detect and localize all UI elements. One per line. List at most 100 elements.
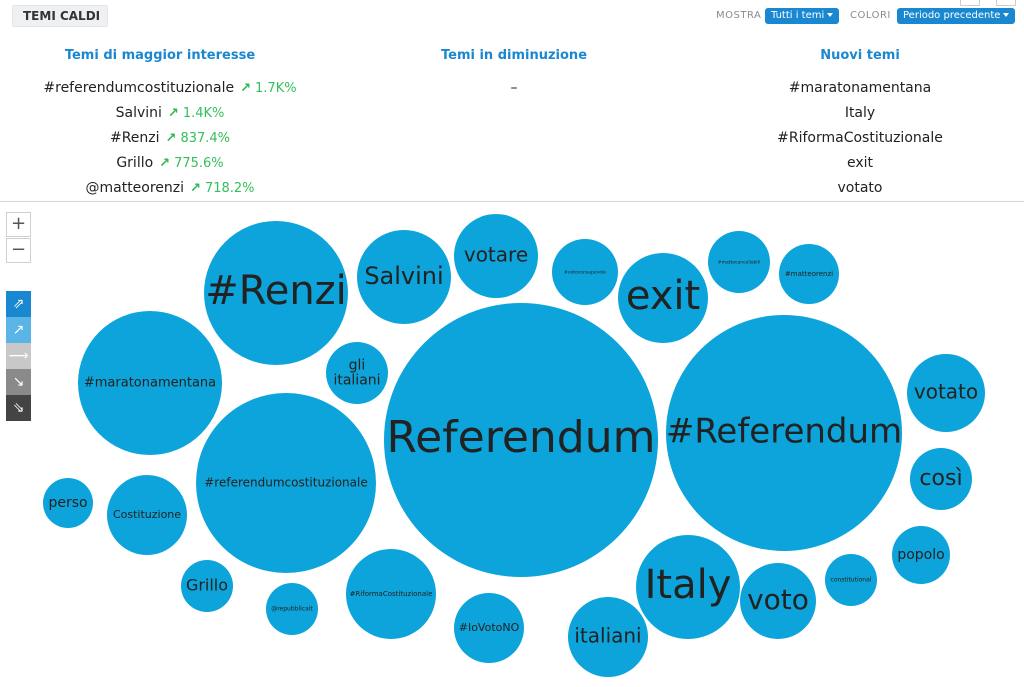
down-arrow-filter-button[interactable]: ↘ [6, 369, 31, 395]
bubble-label: italiani [333, 373, 380, 389]
zoom-out-button[interactable]: − [6, 238, 31, 263]
show-dropdown-value: Tutti i temi [771, 10, 825, 21]
topic-bubble[interactable]: #votoconsapevole [552, 239, 618, 305]
topic-bubble[interactable]: #maratonamentana [78, 311, 222, 455]
topic-bubble[interactable]: #Renzi [204, 221, 348, 365]
bubble-label: italiani [574, 624, 641, 648]
topic-bubble[interactable]: perso [43, 478, 93, 528]
flat-arrow-filter-button[interactable]: ⟶ [6, 343, 31, 369]
bubble-circle [346, 549, 436, 639]
topic-bubble[interactable]: italiani [568, 597, 648, 677]
bubble-label: #RiformaCostituzionale [350, 590, 433, 598]
bubble-label: #Referendum [666, 412, 902, 452]
bubble-label: votare [464, 243, 528, 267]
new-topic-row[interactable]: Italy [844, 105, 876, 121]
decreasing-topics-title: Temi in diminuzione [440, 48, 588, 63]
top-topic-row[interactable]: Salvini ↗ 1.4K% [20, 103, 320, 123]
new-topic-row[interactable]: #RiformaCostituzionale [777, 130, 943, 146]
window-control[interactable] [996, 0, 1016, 6]
new-topic-row[interactable]: #maratonamentana [788, 80, 932, 96]
bubble-label: constitutional [831, 577, 872, 584]
bubble-circle [779, 244, 839, 304]
bubble-circle [708, 231, 770, 293]
trend-up-icon: ↗ [190, 181, 201, 196]
bubble-label: #maratonamentana [84, 376, 216, 391]
topic-bubble[interactable]: #mattocancellabili [708, 231, 770, 293]
bubble-circle [454, 214, 538, 298]
bubble-circle [78, 311, 222, 455]
bubble-label: Costituzione [113, 508, 181, 521]
trend-up-icon: ↗ [165, 131, 177, 146]
topic-bubble[interactable]: #referendumcostituzionale [196, 393, 376, 573]
bubble-circle [907, 354, 985, 432]
topic-bubble[interactable]: Grillo [181, 560, 233, 612]
bubble-circle [204, 221, 348, 365]
top-topic-row[interactable]: #referendumcostituzionale ↗ 1.7K% [20, 78, 320, 98]
topic-bubble[interactable]: #RiformaCostituzionale [346, 549, 436, 639]
trend-up-icon: ↗ [167, 106, 179, 121]
bubble-label: exit [626, 273, 700, 319]
topic-change: 775.6% [174, 156, 224, 171]
bubble-label: voto [747, 583, 809, 616]
double-up-arrow-filter-button[interactable]: ⇗ [6, 291, 31, 317]
topic-bubble[interactable]: exit [618, 253, 708, 343]
topic-term: @matteorenzi [85, 180, 185, 196]
topic-bubble[interactable]: Referendum [384, 303, 658, 577]
bubble-circle [266, 583, 318, 635]
bubble-circle [825, 554, 877, 606]
bubble-label: votato [914, 380, 978, 404]
topic-bubble[interactable]: votato [907, 354, 985, 432]
topic-term: #Renzi [109, 130, 160, 146]
hot-topics-tab[interactable]: TEMI CALDI [12, 5, 108, 27]
window-control[interactable] [960, 0, 980, 6]
topic-bubble[interactable]: #IoVotoNO [454, 593, 524, 663]
bubble-label: #IoVotoNO [459, 621, 520, 634]
chevron-down-icon [827, 13, 834, 17]
bubble-label: perso [48, 495, 87, 511]
topic-bubble[interactable]: constitutional [825, 554, 877, 606]
bubble-circle [384, 303, 658, 577]
decreasing-topic-row: – [510, 80, 518, 96]
new-topic-row[interactable]: exit [846, 155, 874, 171]
bubble-label: così [919, 466, 962, 491]
topic-bubble[interactable]: #Referendum [666, 315, 902, 551]
topic-bubble[interactable]: votare [454, 214, 538, 298]
top-topic-row[interactable]: #Renzi ↗ 837.4% [20, 128, 320, 148]
trend-up-icon: ↗ [240, 81, 252, 96]
colors-dropdown-value: Periodo precedente [903, 10, 1001, 21]
topic-bubble[interactable]: @repubblicait [266, 583, 318, 635]
topic-bubble[interactable]: voto [740, 563, 816, 639]
topic-bubble[interactable]: Salvini [357, 230, 451, 324]
bubble-circle [181, 560, 233, 612]
topic-change: 1.4K% [182, 106, 225, 121]
bubble-circle [454, 593, 524, 663]
double-up-arrow-icon: ⇗ [12, 296, 25, 312]
bubble-circle [666, 315, 902, 551]
bubble-label: popolo [897, 547, 944, 563]
new-topic-row[interactable]: votato [837, 180, 883, 196]
top-topic-row[interactable]: Grillo ↗ 775.6% [20, 153, 320, 173]
show-dropdown[interactable]: Tutti i temi [765, 8, 840, 24]
zoom-in-button[interactable]: + [6, 212, 31, 237]
topic-bubble[interactable]: #matteorenzi [779, 244, 839, 304]
bubble-circle [740, 563, 816, 639]
topic-bubble[interactable]: Costituzione [107, 475, 187, 555]
trend-up-icon: ↗ [159, 156, 171, 171]
chevron-down-icon [1003, 13, 1010, 17]
topic-bubble[interactable]: così [910, 448, 972, 510]
bubble-circle [892, 526, 950, 584]
top-topic-row[interactable]: @matteorenzi ↗ 718.2% [20, 178, 320, 198]
bubble-label: Referendum [387, 412, 656, 463]
bubble-label: #mattocancellabili [718, 260, 760, 266]
double-down-arrow-filter-button[interactable]: ⇘ [6, 395, 31, 421]
show-label: MOSTRA [716, 10, 762, 21]
bubble-label: #matteorenzi [785, 270, 833, 278]
up-arrow-filter-button[interactable]: ↗ [6, 317, 31, 343]
topic-bubble[interactable]: popolo [892, 526, 950, 584]
colors-dropdown[interactable]: Periodo precedente [897, 8, 1016, 24]
bubble-label: Salvini [364, 262, 443, 290]
topic-bubble[interactable]: Italy [636, 535, 740, 639]
bubble-label: gli [349, 357, 366, 373]
bubble-circle [326, 342, 388, 404]
